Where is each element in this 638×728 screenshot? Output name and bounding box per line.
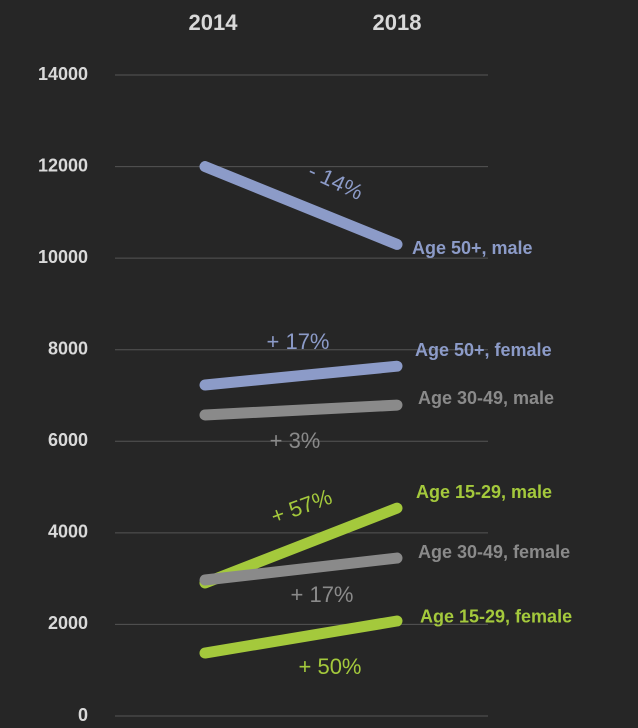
- series-label: Age 15-29, female: [420, 607, 572, 627]
- slope-line: [199, 552, 403, 586]
- x-tick-label: 2014: [189, 10, 239, 35]
- y-tick-label: 4000: [48, 522, 88, 542]
- slope-line: [199, 360, 403, 391]
- series-label: Age 50+, female: [415, 340, 552, 360]
- x-tick-label: 2018: [373, 10, 422, 35]
- change-annotation: + 3%: [270, 428, 321, 453]
- series-label: Age 50+, male: [412, 238, 533, 258]
- change-annotation: + 57%: [268, 484, 336, 529]
- slope-line: [199, 161, 403, 250]
- slope-line: [199, 399, 403, 421]
- y-tick-label: 6000: [48, 430, 88, 450]
- slope-line: [199, 502, 403, 589]
- y-tick-label: 10000: [38, 247, 88, 267]
- y-tick-label: 14000: [38, 64, 88, 84]
- series-label: Age 30-49, male: [418, 388, 554, 408]
- change-annotation: - 14%: [304, 158, 367, 205]
- change-annotation: + 17%: [291, 582, 354, 607]
- y-tick-label: 0: [78, 705, 88, 725]
- y-tick-label: 2000: [48, 613, 88, 633]
- y-tick-label: 12000: [38, 155, 88, 175]
- change-annotation: + 50%: [299, 654, 362, 679]
- change-annotation: + 17%: [267, 329, 330, 354]
- slope-line: [199, 615, 403, 659]
- series-label: Age 30-49, female: [418, 542, 570, 562]
- series-label: Age 15-29, male: [416, 482, 552, 502]
- y-tick-label: 8000: [48, 338, 88, 358]
